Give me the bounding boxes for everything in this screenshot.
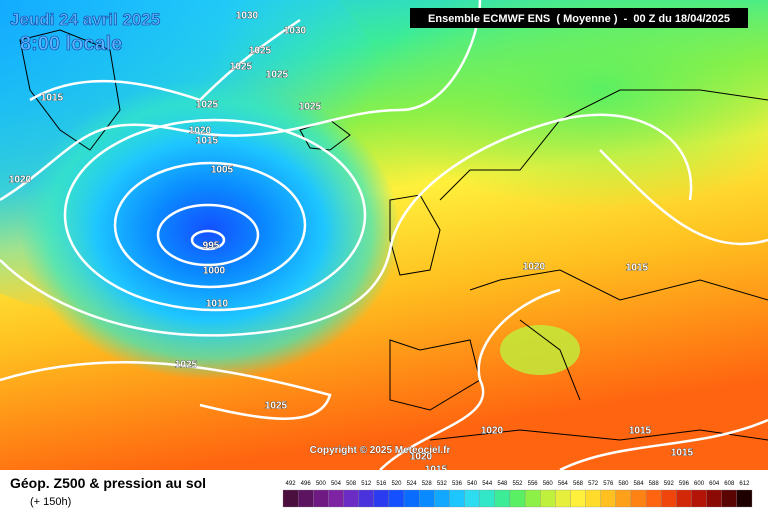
- scale-swatch: [721, 489, 738, 508]
- scale-swatch: [419, 489, 435, 508]
- isobar-label: 1025: [299, 102, 322, 113]
- isobar-label: 1025: [175, 360, 198, 371]
- scale-label: 544: [482, 481, 493, 487]
- scale-label: 524: [407, 481, 418, 487]
- isobar-label: 1010: [206, 299, 229, 310]
- footer-title: Géop. Z500 & pression au sol: [10, 475, 206, 491]
- scale-swatch: [388, 489, 405, 508]
- scale-swatch: [297, 489, 314, 508]
- isobar-label: 1025: [249, 46, 272, 57]
- scale-swatch: [585, 489, 601, 508]
- isobar-label: 1030: [284, 26, 307, 37]
- scale-swatch: [540, 489, 556, 508]
- scale-label: 612: [739, 481, 750, 487]
- isobar-label: 1025: [196, 100, 219, 111]
- scale-swatch: [479, 489, 495, 508]
- field: [500, 325, 580, 375]
- scale-swatch: [615, 489, 632, 508]
- scale-label: 580: [618, 481, 629, 487]
- scale-swatch: [494, 489, 511, 508]
- scale-label: 508: [346, 481, 357, 487]
- scale-swatch: [661, 489, 677, 508]
- scale-swatch: [600, 489, 616, 508]
- scale-label: 560: [543, 481, 554, 487]
- scale-label: 548: [497, 481, 508, 487]
- scale-label: 588: [649, 481, 660, 487]
- scale-label: 592: [664, 481, 675, 487]
- scale-label: 572: [588, 481, 599, 487]
- scale-label: 608: [724, 481, 735, 487]
- scale-swatch: [328, 489, 344, 508]
- footer-lead: (+ 150h): [30, 496, 71, 508]
- isobar-label: 1015: [196, 136, 219, 147]
- scale-swatch: [373, 489, 390, 508]
- scale-swatch: [282, 489, 299, 508]
- scale-label: 504: [331, 481, 342, 487]
- isobar-label: 1005: [211, 165, 234, 176]
- isobar-label: 1020: [9, 175, 32, 186]
- scale-swatch: [706, 489, 722, 508]
- scale-swatch: [524, 489, 541, 508]
- scale-label: 532: [437, 481, 448, 487]
- isobar-label: 1015: [626, 263, 649, 274]
- scale-label: 492: [286, 481, 297, 487]
- scale-label: 516: [376, 481, 387, 487]
- scale-label: 528: [422, 481, 433, 487]
- scale-label: 540: [467, 481, 478, 487]
- scale-label: 512: [361, 481, 372, 487]
- scale-swatch: [691, 489, 707, 508]
- isobar-label: 1015: [41, 93, 64, 104]
- scale-swatch: [434, 489, 450, 508]
- scale-label: 500: [316, 481, 327, 487]
- scale-swatch: [555, 489, 571, 508]
- isobar-label: 1020: [481, 426, 504, 437]
- scale-label: 520: [391, 481, 402, 487]
- scale-label: 552: [512, 481, 523, 487]
- scale-swatch: [358, 489, 374, 508]
- scale-swatch: [449, 489, 465, 508]
- scale-swatch: [736, 489, 753, 508]
- scale-swatch: [464, 489, 480, 508]
- scale-swatch: [630, 489, 647, 508]
- scale-label: 568: [573, 481, 584, 487]
- isobar-label: 1000: [203, 266, 226, 277]
- scale-label: 564: [558, 481, 569, 487]
- scale-label: 600: [694, 481, 705, 487]
- copyright: Copyright © 2025 Meteociel.fr: [310, 445, 451, 456]
- scale-label: 584: [634, 481, 645, 487]
- isobar-label: 1020: [523, 262, 546, 273]
- map-date: Jeudi 24 avril 2025: [10, 10, 160, 29]
- scale-label: 536: [452, 481, 463, 487]
- isobar-label: 1015: [629, 426, 652, 437]
- scale-label: 576: [603, 481, 614, 487]
- header: Ensemble ECMWF ENS ( Moyenne ) - 00 Z du…: [428, 13, 730, 25]
- header-box: [410, 8, 748, 28]
- scale-swatch: [343, 489, 359, 508]
- isobar-label: 1015: [671, 448, 694, 459]
- isobar-label: 995: [203, 241, 220, 252]
- scale-label: 604: [709, 481, 720, 487]
- scale-label: 556: [528, 481, 539, 487]
- scale-swatch: [313, 489, 329, 508]
- scale-label: 496: [301, 481, 312, 487]
- scale-swatch: [570, 489, 586, 508]
- isobar-label: 1025: [230, 62, 253, 73]
- map-time: 8:00 locale: [20, 33, 122, 55]
- isobar-label: 1025: [266, 70, 289, 81]
- isobar-label: 1030: [236, 11, 259, 22]
- isobar-label: 1020: [189, 126, 212, 137]
- isobars: [0, 0, 768, 470]
- scale-label: 596: [679, 481, 690, 487]
- isobar-label: 1025: [265, 401, 288, 412]
- scale-swatch: [509, 489, 526, 508]
- scale-swatch: [403, 489, 420, 508]
- scale-swatch: [676, 489, 692, 508]
- isobar-label: 1020: [410, 452, 433, 463]
- scale-swatch: [645, 489, 662, 508]
